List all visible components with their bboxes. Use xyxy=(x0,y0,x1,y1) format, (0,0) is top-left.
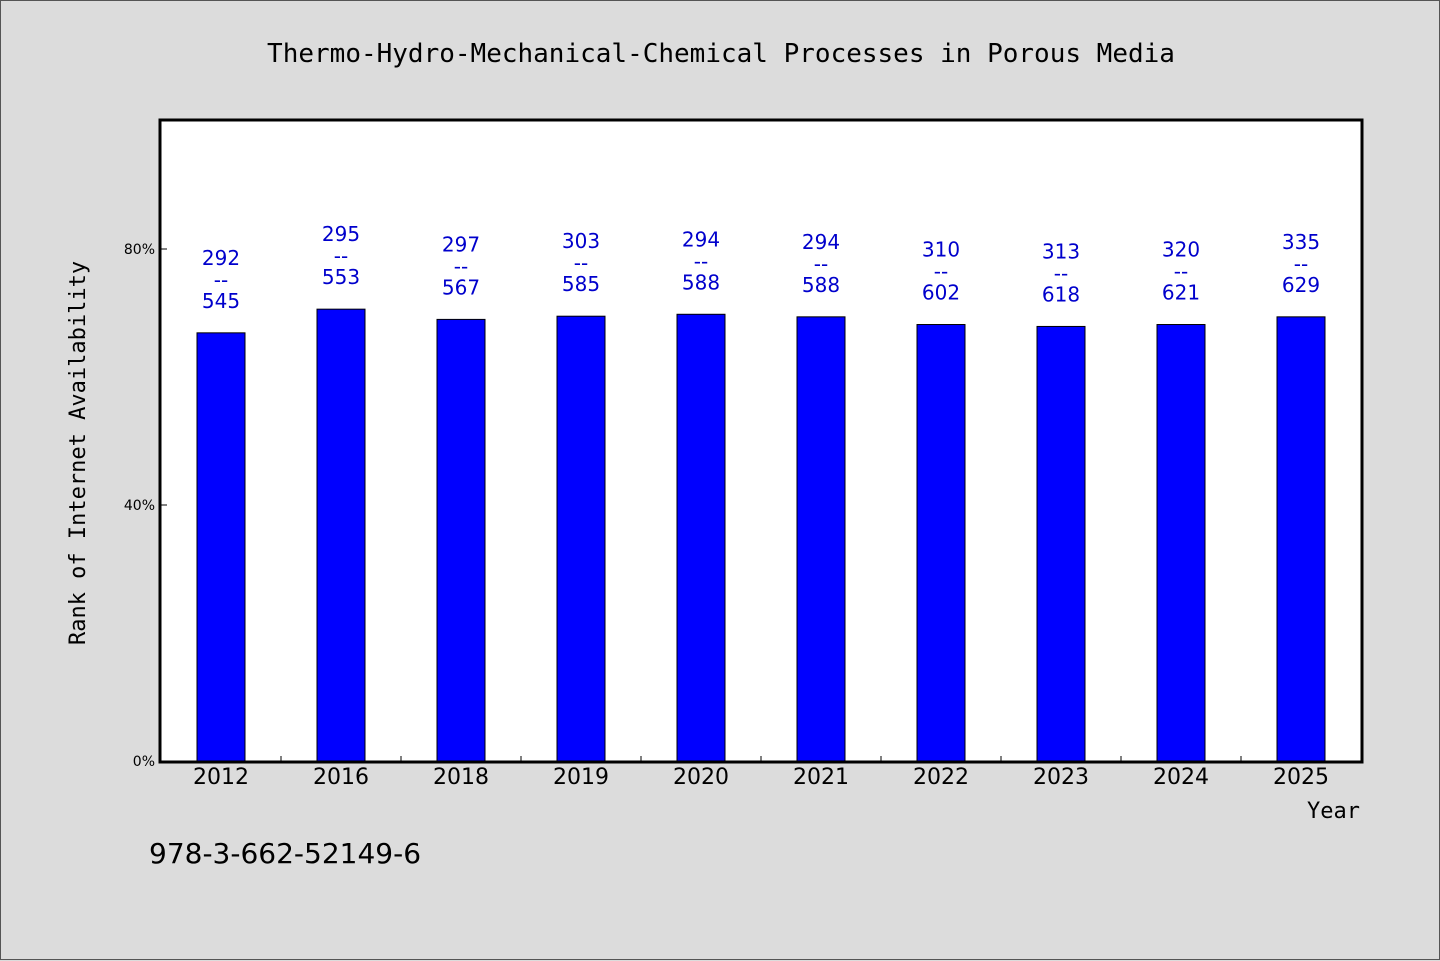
x-axis: 2012 2016 2018 2019 2020 2021 2022 2023 2024 2025 xyxy=(193,756,1329,790)
bar-2018 xyxy=(436,318,486,762)
x-tick-label-2016: 2016 xyxy=(313,765,369,790)
bar-2016 xyxy=(316,308,366,762)
data-label-bottom-2024: 621 xyxy=(1162,281,1200,305)
data-label-top-2025: 335 xyxy=(1282,230,1320,254)
data-label-separator-2019: -- xyxy=(574,251,588,275)
x-tick-label-2024: 2024 xyxy=(1153,765,1209,790)
data-label-top-2018: 297 xyxy=(442,232,480,256)
data-label-bottom-2021: 588 xyxy=(802,273,840,297)
x-tick-label-2012: 2012 xyxy=(193,765,249,790)
x-tick-label-2020: 2020 xyxy=(673,765,729,790)
data-label-separator-2021: -- xyxy=(814,252,828,276)
data-label-top-2021: 294 xyxy=(802,230,840,254)
data-label-bottom-2018: 567 xyxy=(442,275,480,299)
data-label-top-2012: 292 xyxy=(202,246,240,270)
data-label-bottom-2016: 553 xyxy=(322,265,360,289)
y-tick-label-80%: 80% xyxy=(124,242,155,258)
x-tick-label-2025: 2025 xyxy=(1273,765,1329,790)
data-label-separator-2024: -- xyxy=(1174,260,1188,284)
y-tick-label-40%: 40% xyxy=(124,498,155,514)
data-label-top-2024: 320 xyxy=(1162,238,1200,262)
data-label-bottom-2012: 545 xyxy=(202,289,240,313)
data-label-separator-2016: -- xyxy=(334,244,348,268)
bar-2022 xyxy=(916,324,966,762)
data-label-top-2020: 294 xyxy=(682,227,720,251)
data-label-bottom-2025: 629 xyxy=(1282,273,1320,297)
data-label-separator-2023: -- xyxy=(1054,261,1068,285)
bar-2020 xyxy=(676,313,726,762)
data-label-separator-2012: -- xyxy=(214,268,228,292)
x-tick-label-2023: 2023 xyxy=(1033,765,1089,790)
x-tick-label-2021: 2021 xyxy=(793,765,849,790)
isbn-text: 978-3-662-52149-6 xyxy=(149,837,421,870)
x-axis-title: Year xyxy=(1307,799,1360,824)
data-label-bottom-2020: 588 xyxy=(682,270,720,294)
data-label-bottom-2023: 618 xyxy=(1042,282,1080,306)
data-label-separator-2025: -- xyxy=(1294,252,1308,276)
y-axis: 0% 40% 80% xyxy=(124,242,167,770)
data-label-top-2023: 313 xyxy=(1042,239,1080,263)
chart-title: Thermo-Hydro-Mechanical-Chemical Process… xyxy=(267,39,1175,69)
bars-layer xyxy=(196,308,1326,762)
x-tick-label-2019: 2019 xyxy=(553,765,609,790)
bar-2024 xyxy=(1156,324,1206,762)
bar-2019 xyxy=(556,315,606,762)
y-axis-title: Rank of Internet Availability xyxy=(66,261,91,645)
data-label-top-2019: 303 xyxy=(562,229,600,253)
data-label-top-2016: 295 xyxy=(322,222,360,246)
bar-2023 xyxy=(1036,325,1086,762)
x-tick-label-2018: 2018 xyxy=(433,765,489,790)
bar-2021 xyxy=(796,316,846,762)
bar-2025 xyxy=(1276,316,1326,762)
data-labels-layer: 292--545295--553297--567303--585294--588… xyxy=(202,222,1320,313)
x-tick-label-2022: 2022 xyxy=(913,765,969,790)
data-label-top-2022: 310 xyxy=(922,238,960,262)
y-tick-label-0%: 0% xyxy=(133,754,155,770)
data-label-separator-2022: -- xyxy=(934,260,948,284)
data-label-separator-2018: -- xyxy=(454,254,468,278)
data-label-separator-2020: -- xyxy=(694,249,708,273)
bar-2012 xyxy=(196,332,246,762)
data-label-bottom-2022: 602 xyxy=(922,281,960,305)
data-label-bottom-2019: 585 xyxy=(562,272,600,296)
